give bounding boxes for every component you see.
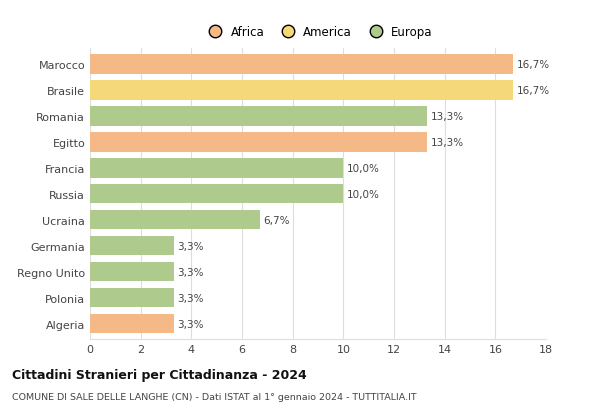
Legend: Africa, America, Europa: Africa, America, Europa [203, 26, 433, 39]
Bar [90, 107, 427, 126]
Text: 3,3%: 3,3% [178, 267, 204, 277]
Bar [90, 262, 173, 282]
Text: 16,7%: 16,7% [517, 60, 550, 70]
Text: Cittadini Stranieri per Cittadinanza - 2024: Cittadini Stranieri per Cittadinanza - 2… [12, 369, 307, 381]
Bar [90, 55, 513, 74]
Text: 16,7%: 16,7% [517, 85, 550, 96]
Text: 6,7%: 6,7% [263, 215, 290, 225]
Text: 3,3%: 3,3% [178, 319, 204, 329]
Bar [90, 133, 427, 152]
Text: 13,3%: 13,3% [431, 137, 464, 147]
Text: 3,3%: 3,3% [178, 293, 204, 303]
Text: 13,3%: 13,3% [431, 112, 464, 121]
Bar [90, 159, 343, 178]
Text: 10,0%: 10,0% [347, 163, 380, 173]
Text: 3,3%: 3,3% [178, 241, 204, 251]
Text: 10,0%: 10,0% [347, 189, 380, 199]
Bar [90, 288, 173, 308]
Bar [90, 211, 260, 230]
Bar [90, 81, 513, 100]
Bar [90, 314, 173, 334]
Bar [90, 184, 343, 204]
Bar [90, 236, 173, 256]
Text: COMUNE DI SALE DELLE LANGHE (CN) - Dati ISTAT al 1° gennaio 2024 - TUTTITALIA.IT: COMUNE DI SALE DELLE LANGHE (CN) - Dati … [12, 392, 416, 401]
